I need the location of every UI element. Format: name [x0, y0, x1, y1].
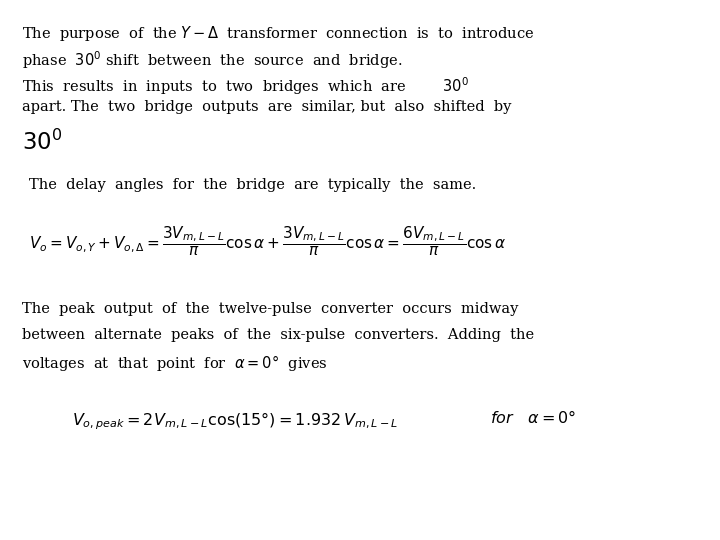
Text: The  delay  angles  for  the  bridge  are  typically  the  same.: The delay angles for the bridge are typi…: [29, 178, 476, 192]
Text: The  purpose  of  the $Y - \Delta$  transformer  connection  is  to  introduce: The purpose of the $Y - \Delta$ transfor…: [22, 24, 534, 43]
Text: phase  $30^0$ shift  between  the  source  and  bridge.: phase $30^0$ shift between the source an…: [22, 50, 402, 71]
Text: $for\quad\alpha = 0°$: $for\quad\alpha = 0°$: [490, 410, 576, 427]
Text: $V_{o,peak} = 2V_{m,L-L}\cos(15°) = 1.932\,V_{m,L-L}$: $V_{o,peak} = 2V_{m,L-L}\cos(15°) = 1.93…: [72, 410, 398, 432]
Text: $30^{0}$: $30^{0}$: [22, 130, 62, 155]
Text: apart. The  two  bridge  outputs  are  similar, but  also  shifted  by: apart. The two bridge outputs are simila…: [22, 100, 511, 114]
Text: $V_o = V_{o,Y} + V_{o,\Delta} = \dfrac{3V_{m,L-L}}{\pi}\cos\alpha + \dfrac{3V_{m: $V_o = V_{o,Y} + V_{o,\Delta} = \dfrac{3…: [29, 224, 506, 258]
Text: The  peak  output  of  the  twelve-pulse  converter  occurs  midway: The peak output of the twelve-pulse conv…: [22, 302, 518, 316]
Text: This  results  in  inputs  to  two  bridges  which  are        $30^{0}$: This results in inputs to two bridges wh…: [22, 75, 469, 97]
Text: voltages  at  that  point  for  $\alpha = 0°$  gives: voltages at that point for $\alpha = 0°$…: [22, 353, 327, 373]
Text: between  alternate  peaks  of  the  six-pulse  converters.  Adding  the: between alternate peaks of the six-pulse…: [22, 328, 534, 342]
